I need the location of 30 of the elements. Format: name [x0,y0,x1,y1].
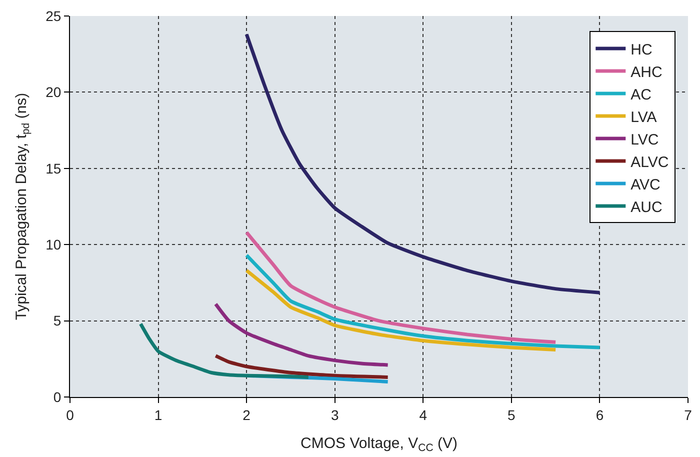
legend-label: AC [630,86,652,104]
y-tick-label: 10 [46,236,62,252]
line-series [244,32,602,294]
legend-label: AUC [630,198,662,216]
line-series [244,230,558,344]
x-tick-label: 2 [242,406,251,423]
line-series [214,302,390,367]
y-tick-label: 5 [53,312,62,329]
legend-label: ALVC [630,154,669,171]
x-tick-label: 6 [596,406,604,423]
x-tick-label: 4 [419,406,428,423]
legend-label: AVC [630,176,661,194]
y-tick-label: 25 [46,8,62,24]
legend-label: AHC [630,64,662,81]
legend-label: HC [630,41,652,58]
x-tick-label: 1 [154,406,162,423]
legend-label: LVA [630,108,657,126]
x-tick-label: 7 [684,406,692,423]
x-tick-label: 0 [66,406,74,423]
y-tick-label: 15 [46,160,62,176]
line-series [244,254,602,350]
line-series [244,268,558,352]
x-axis-title: CMOS Voltage, V$_{CC}$ (V) [300,434,458,454]
line-series [138,322,310,379]
x-tick-label: 5 [508,406,516,423]
y-tick-label: 20 [46,84,62,100]
x-tick-label: 3 [330,406,339,423]
y-tick-label: 0 [53,388,62,405]
line-series [214,354,390,379]
legend-label: LVC [630,131,659,148]
